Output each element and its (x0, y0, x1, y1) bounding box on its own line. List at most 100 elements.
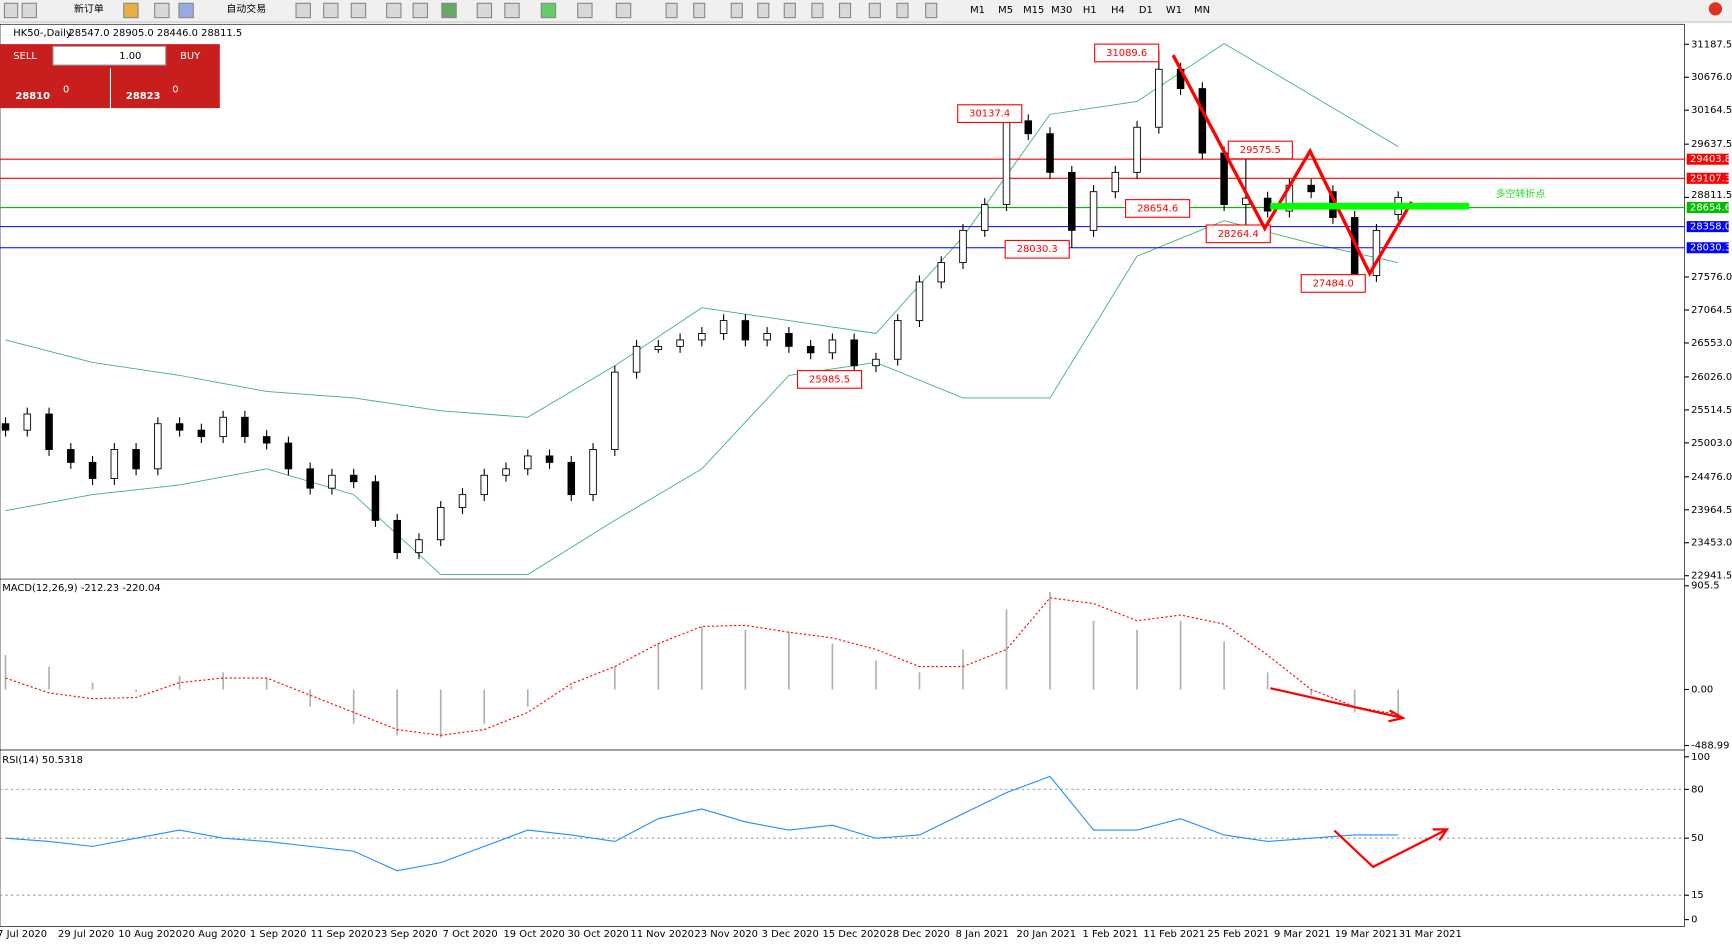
candle-body (436, 507, 445, 541)
level-label: 29403.8 (1690, 154, 1731, 165)
candle-body (328, 474, 336, 489)
candle-body (67, 449, 75, 463)
y-tick-label: 26026.0 (1691, 372, 1732, 383)
price-annotation-box (1227, 140, 1293, 160)
timeframe[interactable]: H4 (1111, 5, 1125, 16)
candle-body (1024, 120, 1033, 135)
timeframe[interactable]: M30 (1051, 5, 1072, 16)
candle-body (1068, 171, 1076, 231)
buy-button[interactable]: BUY (180, 51, 201, 62)
bollinger-upper (5, 42, 1399, 418)
price-annotation: 28264.4 (1218, 229, 1259, 240)
toolbar (0, 0, 1732, 23)
rsi-line (5, 775, 1399, 872)
x-tick-label: 11 Sep 2020 (311, 929, 374, 940)
candle-body (785, 333, 793, 347)
price-annotation: 25985.5 (809, 374, 850, 385)
timeframe[interactable]: W1 (1166, 5, 1182, 16)
candle-body (349, 474, 358, 483)
candle-body (828, 339, 837, 354)
timeframe[interactable]: D1 (1139, 5, 1153, 16)
current-price: 28811.5 (1691, 190, 1732, 201)
candle-body (1089, 191, 1098, 231)
price-annotation-box (1125, 199, 1191, 218)
candle-body (393, 519, 401, 554)
candle-body (1220, 152, 1228, 206)
y-tick-label: 30164.5 (1691, 105, 1732, 116)
x-tick-label: 3 Dec 2020 (762, 929, 819, 940)
candle-body (502, 468, 510, 476)
price-annotation-box (957, 104, 1023, 123)
lot-box[interactable] (52, 45, 167, 66)
candle-body (1198, 88, 1207, 154)
candle-body (480, 474, 489, 496)
candle-body (1002, 120, 1011, 206)
x-tick-label: 23 Nov 2020 (694, 929, 758, 940)
y-tick-label: 25003.0 (1691, 438, 1732, 449)
level-label: 28030.3 (1690, 243, 1731, 254)
x-tick-label: 7 Jul 2020 (0, 929, 47, 940)
candle-body (545, 455, 554, 463)
y-tick-label: 23453.0 (1691, 538, 1732, 549)
y-tick-label: 0.00 (1691, 684, 1713, 695)
timeframe[interactable]: H1 (1083, 5, 1097, 16)
symbol: HK50-,Daily (13, 28, 72, 39)
candle-body (219, 416, 227, 438)
candle-body (1263, 197, 1272, 212)
candle-body (175, 423, 184, 431)
bollinger-lower (5, 220, 1399, 575)
level-tag (1686, 202, 1729, 214)
candle-body (241, 416, 249, 438)
y-tick-label: 26553.0 (1691, 338, 1732, 349)
rsi-title: RSI(14) 50.5318 (2, 755, 83, 766)
y-tick-label: 15 (1691, 890, 1704, 901)
x-tick-label: 11 Nov 2020 (630, 929, 694, 940)
x-tick-label: 29 Jul 2020 (58, 929, 114, 940)
candle-body (741, 320, 750, 341)
candle-body (1155, 68, 1163, 128)
candle-body (23, 413, 32, 431)
timeframe[interactable]: M5 (998, 5, 1013, 16)
price-annotation-box (1004, 239, 1070, 259)
candle-body (415, 539, 423, 554)
sell-button[interactable]: SELL (13, 51, 37, 62)
auto-trading[interactable]: 自动交易 (226, 2, 266, 15)
price-annotation: 30137.4 (969, 109, 1010, 120)
y-tick-label: 100 (1691, 752, 1710, 763)
x-tick-label: 19 Mar 2021 (1335, 929, 1398, 940)
x-tick-label: 28 Dec 2020 (887, 929, 950, 940)
ohlc: 28547.0 28905.0 28446.0 28811.5 (68, 28, 242, 39)
lot[interactable]: 1.00 (119, 51, 141, 62)
y-tick-label: 24476.0 (1691, 472, 1732, 483)
price-annotation: 31089.6 (1106, 48, 1147, 59)
candle-body (698, 333, 706, 341)
candle-body (371, 481, 380, 521)
candle-body (980, 204, 989, 231)
price-annotation: 29575.5 (1240, 145, 1281, 156)
candle-body (45, 413, 53, 450)
x-tick-label: 1 Sep 2020 (250, 929, 307, 940)
candle-body (959, 229, 967, 264)
timeframe[interactable]: M15 (1023, 5, 1044, 16)
y-tick-label: 22941.5 (1691, 571, 1732, 582)
y-tick-label: 905.5 (1691, 581, 1719, 592)
x-tick-label: 25 Feb 2021 (1207, 929, 1269, 940)
x-tick-label: 9 Mar 2021 (1274, 929, 1331, 940)
x-tick-label: 7 Oct 2020 (443, 929, 498, 940)
candle-body (197, 429, 206, 438)
y-tick-label: 23964.5 (1691, 505, 1732, 516)
candle-body (88, 461, 97, 479)
timeframe[interactable]: M1 (970, 5, 985, 16)
price-annotation: 28030.3 (1017, 244, 1058, 255)
candle-body (132, 449, 140, 470)
candle-body (567, 461, 576, 496)
new-order[interactable]: 新订单 (74, 2, 104, 15)
level-label: 28654.6 (1690, 203, 1731, 214)
level-label: 29107.3 (1690, 173, 1731, 184)
y-tick-label: 29637.5 (1691, 139, 1732, 150)
pivot-note: 多空转折点 (1496, 187, 1546, 200)
candle-body (1, 423, 10, 431)
timeframe[interactable]: MN (1194, 5, 1210, 16)
x-tick-label: 10 Aug 2020 (118, 929, 182, 940)
